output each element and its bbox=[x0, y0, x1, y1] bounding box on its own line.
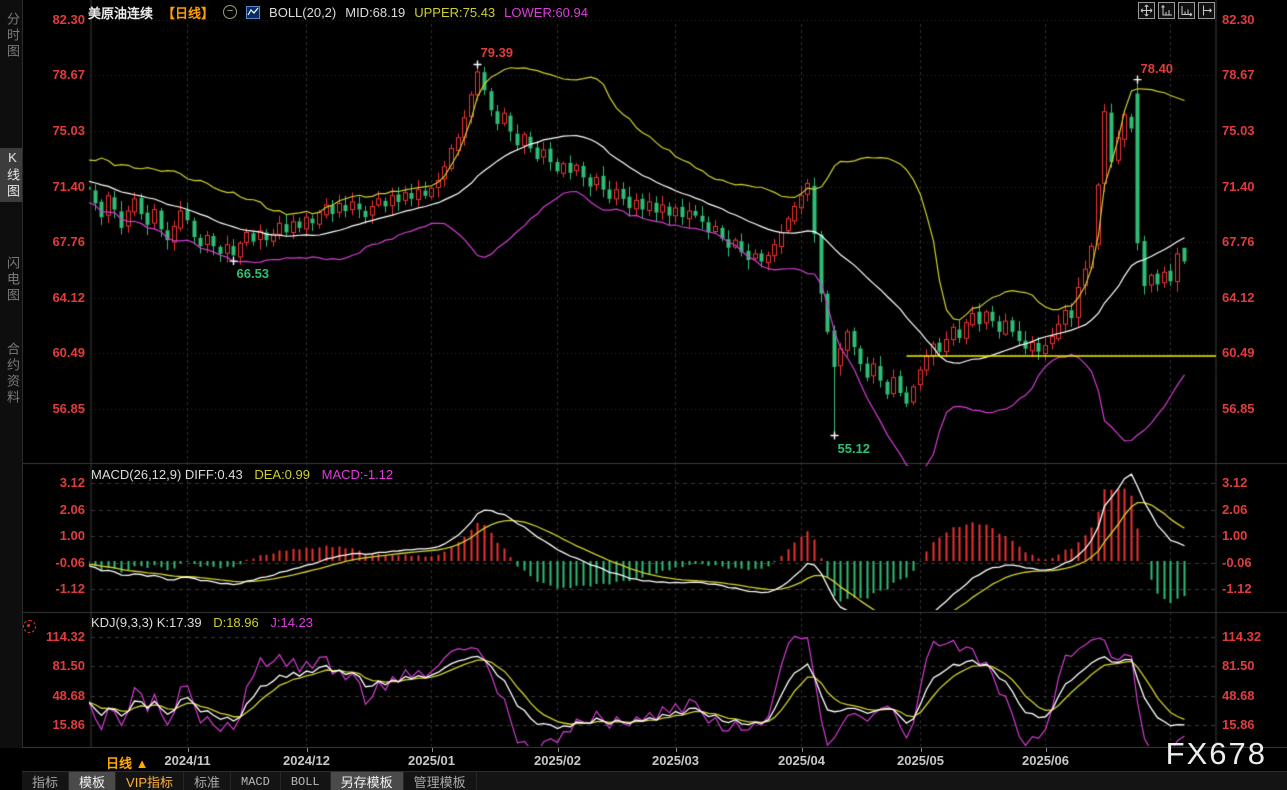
chart-mode-sidebar: 分时图 K线图 闪电图 合约资料 bbox=[0, 0, 23, 748]
price-axis-label: 60.49 bbox=[1222, 345, 1255, 361]
macd-axis-label: 2.06 bbox=[59, 501, 85, 517]
macd-axis-label: -1.12 bbox=[1222, 581, 1252, 596]
kdj-d-value: D:18.96 bbox=[213, 615, 259, 630]
boll-param-label: BOLL(20,2) bbox=[269, 4, 337, 20]
sidebar-tab-contract-info[interactable]: 合约资料 bbox=[5, 342, 20, 406]
toolbar-item-templates[interactable]: 模板 bbox=[69, 772, 117, 790]
scale-y-axis-icon[interactable] bbox=[1158, 2, 1175, 19]
toolbar-item-boll[interactable]: BOLL bbox=[281, 772, 331, 790]
kdj-j-value: J:14.23 bbox=[270, 615, 314, 630]
month-tick bbox=[801, 748, 803, 752]
price-axis-label: 75.03 bbox=[52, 123, 85, 139]
month-tick bbox=[675, 748, 677, 752]
price-axis-label: 78.67 bbox=[52, 67, 85, 83]
price-axis-label: 71.40 bbox=[1222, 178, 1255, 194]
month-label: 2024/11 bbox=[164, 753, 211, 768]
annotation-label: 79.39 bbox=[480, 45, 514, 61]
shift-right-icon[interactable] bbox=[1198, 2, 1215, 19]
pan-icon[interactable] bbox=[1138, 2, 1155, 19]
annotation-label: 55.12 bbox=[837, 440, 871, 456]
period-selector-label: 日线 bbox=[106, 756, 133, 771]
kdj-axis-label: 48.68 bbox=[1222, 687, 1255, 703]
chart-title-bar: 美原油连续 【日线】 − BOLL(20,2) MID:68.19 UPPER:… bbox=[88, 3, 588, 21]
macd-dea-value: DEA:0.99 bbox=[254, 467, 310, 482]
month-tick bbox=[557, 748, 559, 752]
price-axis-label: 64.12 bbox=[52, 289, 85, 305]
price-axis-label: 60.49 bbox=[52, 345, 85, 361]
period-tag: 【日线】 bbox=[162, 5, 215, 21]
kdj-axis-label: 81.50 bbox=[1222, 658, 1255, 674]
price-axis-label: 67.76 bbox=[1222, 234, 1255, 250]
month-label: 2025/06 bbox=[1022, 753, 1069, 768]
price-axis-label: 56.85 bbox=[52, 401, 85, 417]
kdj-k-value: KDJ(9,3,3) K:17.39 bbox=[91, 615, 202, 630]
macd-axis-label: -0.06 bbox=[55, 554, 85, 570]
macd-hist-value: MACD:-1.12 bbox=[321, 467, 394, 482]
toolbar-item-standard[interactable]: 标准 bbox=[184, 772, 232, 790]
price-axis-label: 82.30 bbox=[1222, 12, 1255, 27]
collapse-icon[interactable]: − bbox=[223, 5, 238, 19]
macd-axis-label: 2.06 bbox=[1222, 501, 1248, 517]
kdj-axis-label: 15.86 bbox=[52, 717, 85, 732]
macd-axis-label: 1.00 bbox=[59, 528, 85, 543]
month-tick bbox=[306, 748, 308, 752]
month-tick bbox=[1045, 748, 1047, 752]
macd-axis-label: -1.12 bbox=[55, 581, 85, 596]
month-label: 2025/04 bbox=[778, 753, 825, 768]
price-axis-label: 64.12 bbox=[1222, 289, 1255, 305]
macd-axis-label: -0.06 bbox=[1222, 554, 1252, 570]
chart-control-icons bbox=[1138, 2, 1215, 19]
chevron-up-icon: ▲ bbox=[135, 756, 149, 771]
kdj-axis-label: 81.50 bbox=[52, 658, 85, 674]
kdj-axis-label: 48.68 bbox=[52, 687, 85, 703]
boll-mid-value: MID:68.19 bbox=[345, 4, 406, 20]
month-label: 2025/02 bbox=[534, 753, 581, 768]
bottom-toolbar: 指标 模板 VIP指标 标准 MACD BOLL 另存模板 管理模板 bbox=[22, 771, 1287, 790]
month-label: 2025/03 bbox=[652, 753, 699, 768]
sidebar-tab-kline[interactable]: K线图 bbox=[0, 148, 22, 202]
month-tick bbox=[187, 748, 189, 752]
price-axis-label: 75.03 bbox=[1222, 123, 1255, 139]
price-axis-label: 67.76 bbox=[52, 234, 85, 250]
toolbar-item-macd[interactable]: MACD bbox=[231, 772, 281, 790]
macd-axis-label: 3.12 bbox=[59, 475, 85, 490]
toolbar-item-manage-template[interactable]: 管理模板 bbox=[404, 772, 477, 790]
macd-diff-value: MACD(26,12,9) DIFF:0.43 bbox=[91, 467, 243, 482]
scale-x-axis-icon[interactable] bbox=[1178, 2, 1195, 19]
price-axis-label: 56.85 bbox=[1222, 401, 1255, 417]
watermark: FX678 bbox=[1165, 736, 1267, 771]
month-label: 2024/12 bbox=[283, 753, 330, 768]
toolbar-item-vip-indicators[interactable]: VIP指标 bbox=[116, 772, 184, 790]
price-axis-label: 71.40 bbox=[52, 178, 85, 194]
boll-upper-value: UPPER:75.43 bbox=[414, 4, 496, 20]
macd-panel-header: MACD(26,12,9) DIFF:0.43 DEA:0.99 MACD:-1… bbox=[91, 467, 401, 482]
annotation-label: 78.40 bbox=[1140, 60, 1174, 76]
toolbar-item-save-template[interactable]: 另存模板 bbox=[330, 772, 404, 790]
instrument-name: 美原油连续 bbox=[88, 5, 154, 21]
macd-axis-label: 1.00 bbox=[1222, 528, 1248, 543]
annotation-label: 66.53 bbox=[236, 266, 270, 282]
month-tick bbox=[431, 748, 433, 752]
kdj-axis-label: 15.86 bbox=[1222, 717, 1255, 732]
month-tick bbox=[920, 748, 922, 752]
kdj-axis-label: 114.32 bbox=[1222, 629, 1262, 644]
kdj-panel-header: KDJ(9,3,3) K:17.39 D:18.96 J:14.23 bbox=[91, 615, 321, 630]
month-label: 2025/05 bbox=[897, 753, 944, 768]
kdj-axis-label: 114.32 bbox=[45, 629, 85, 644]
sidebar-tab-lightning[interactable]: 闪电图 bbox=[5, 256, 20, 304]
price-axis-label: 78.67 bbox=[1222, 67, 1255, 83]
period-selector[interactable]: 日线 ▲ bbox=[106, 753, 149, 772]
sidebar-tab-timeshare[interactable]: 分时图 bbox=[5, 12, 20, 60]
indicator-icon bbox=[246, 5, 261, 19]
month-label: 2025/01 bbox=[408, 753, 455, 768]
boll-lower-value: LOWER:60.94 bbox=[504, 4, 588, 20]
alert-icon[interactable] bbox=[23, 620, 36, 633]
price-axis-label: 82.30 bbox=[52, 12, 85, 27]
toolbar-item-indicators[interactable]: 指标 bbox=[22, 772, 70, 790]
macd-axis-label: 3.12 bbox=[1222, 475, 1248, 490]
